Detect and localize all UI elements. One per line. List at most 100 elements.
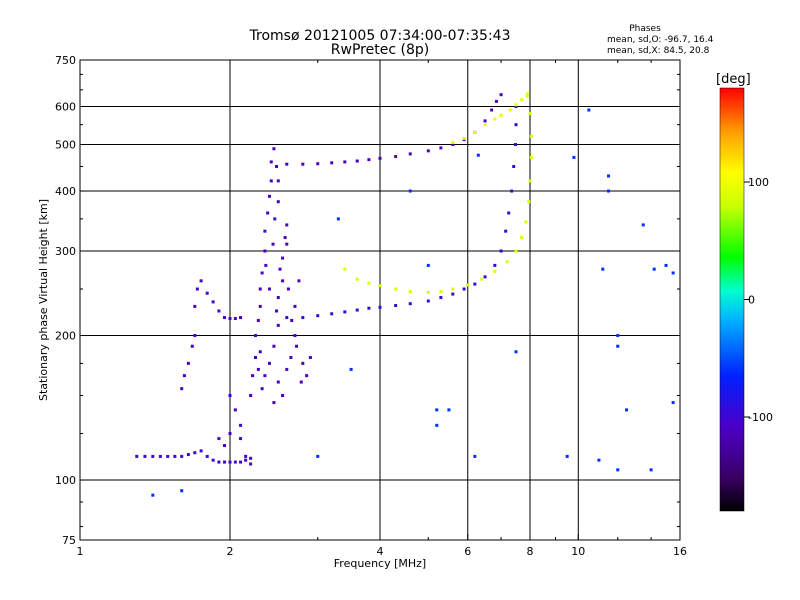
data-point [499,249,503,253]
data-point [493,263,497,267]
data-point [512,164,516,168]
data-point [439,146,443,150]
data-point [520,236,524,240]
data-point [528,112,532,116]
data-point [587,108,591,112]
stats-line-x: mean, sd,X: 84.5, 20.8 [607,46,710,56]
data-point [367,281,371,285]
colorbar-tick-label: -100 [748,411,773,424]
data-point [299,380,303,384]
data-point [466,283,470,287]
data-point [276,200,280,204]
data-point [158,454,162,458]
x-tick-label: 2 [227,545,234,558]
data-point [228,460,232,464]
data-point [616,468,620,472]
data-point [297,279,301,283]
data-point [217,437,221,441]
colorbar-tick-label: 100 [748,176,769,189]
data-point [378,156,382,160]
data-point [527,200,531,204]
data-point [367,306,371,310]
data-point [290,318,294,322]
data-point [652,267,656,271]
data-point [239,316,243,320]
data-point [426,149,430,153]
data-point [239,437,243,441]
data-point [301,361,305,365]
data-point [625,408,629,412]
data-point [256,318,260,322]
data-point [607,174,611,178]
data-point [283,236,287,240]
data-point [233,460,237,464]
data-point [499,93,503,97]
data-point [525,92,529,96]
data-point [447,408,451,412]
colorbar-ticks: 100 0 -100 [744,176,773,424]
data-point [514,103,518,107]
data-point [336,217,340,221]
data-point [275,164,279,168]
data-point [260,387,264,391]
data-point [426,263,430,267]
data-point [166,454,170,458]
data-point [267,361,271,365]
data-point [217,460,221,464]
data-point [182,374,186,378]
data-point [607,189,611,193]
data-point [355,308,359,312]
data-point [525,94,529,98]
data-point [565,454,569,458]
data-point [269,160,273,164]
data-point [272,147,276,151]
data-point [408,290,412,294]
x-axis-label: Frequency [MHz] [334,557,426,570]
data-point [572,155,576,159]
y-axis-label: Stationary phase Virtual Height [km] [37,199,50,401]
data-point [244,454,248,458]
data-point [281,256,285,260]
data-point [671,271,675,275]
data-point [276,179,280,183]
data-point [244,458,248,462]
data-point [263,229,267,233]
data-point [180,454,184,458]
data-point [276,380,280,384]
data-point [462,136,466,140]
data-point [330,312,334,316]
y-tick-label: 750 [55,54,76,67]
data-point [394,287,398,291]
data-point [217,309,221,313]
data-point [499,113,503,117]
data-point [251,374,255,378]
data-point [289,355,293,359]
data-point [260,271,264,275]
y-tick-label: 100 [55,474,76,487]
data-point [616,344,620,348]
data-point [285,242,289,246]
data-point [223,460,227,464]
data-point [305,374,309,378]
data-point [367,158,371,162]
data-point [664,263,668,267]
data-point [199,279,203,283]
data-point [355,159,359,163]
data-point [483,119,487,123]
data-point [378,284,382,288]
data-point [355,277,359,281]
data-point [143,454,147,458]
data-point [239,460,243,464]
data-point [151,493,155,497]
data-point [272,344,276,348]
data-point [253,334,257,338]
chart-subtitle: RwPretec (8p) [331,42,429,58]
data-point [316,314,320,318]
axis-ticks: 1 2 4 6 8 10 16 75 100 200 300 400 500 600 750 [55,54,687,558]
y-tick-label: 75 [62,534,76,547]
data-point [258,287,262,291]
stats-heading: Phases [629,24,661,34]
data-point [408,152,412,156]
data-point [473,282,477,286]
data-point [529,155,533,159]
